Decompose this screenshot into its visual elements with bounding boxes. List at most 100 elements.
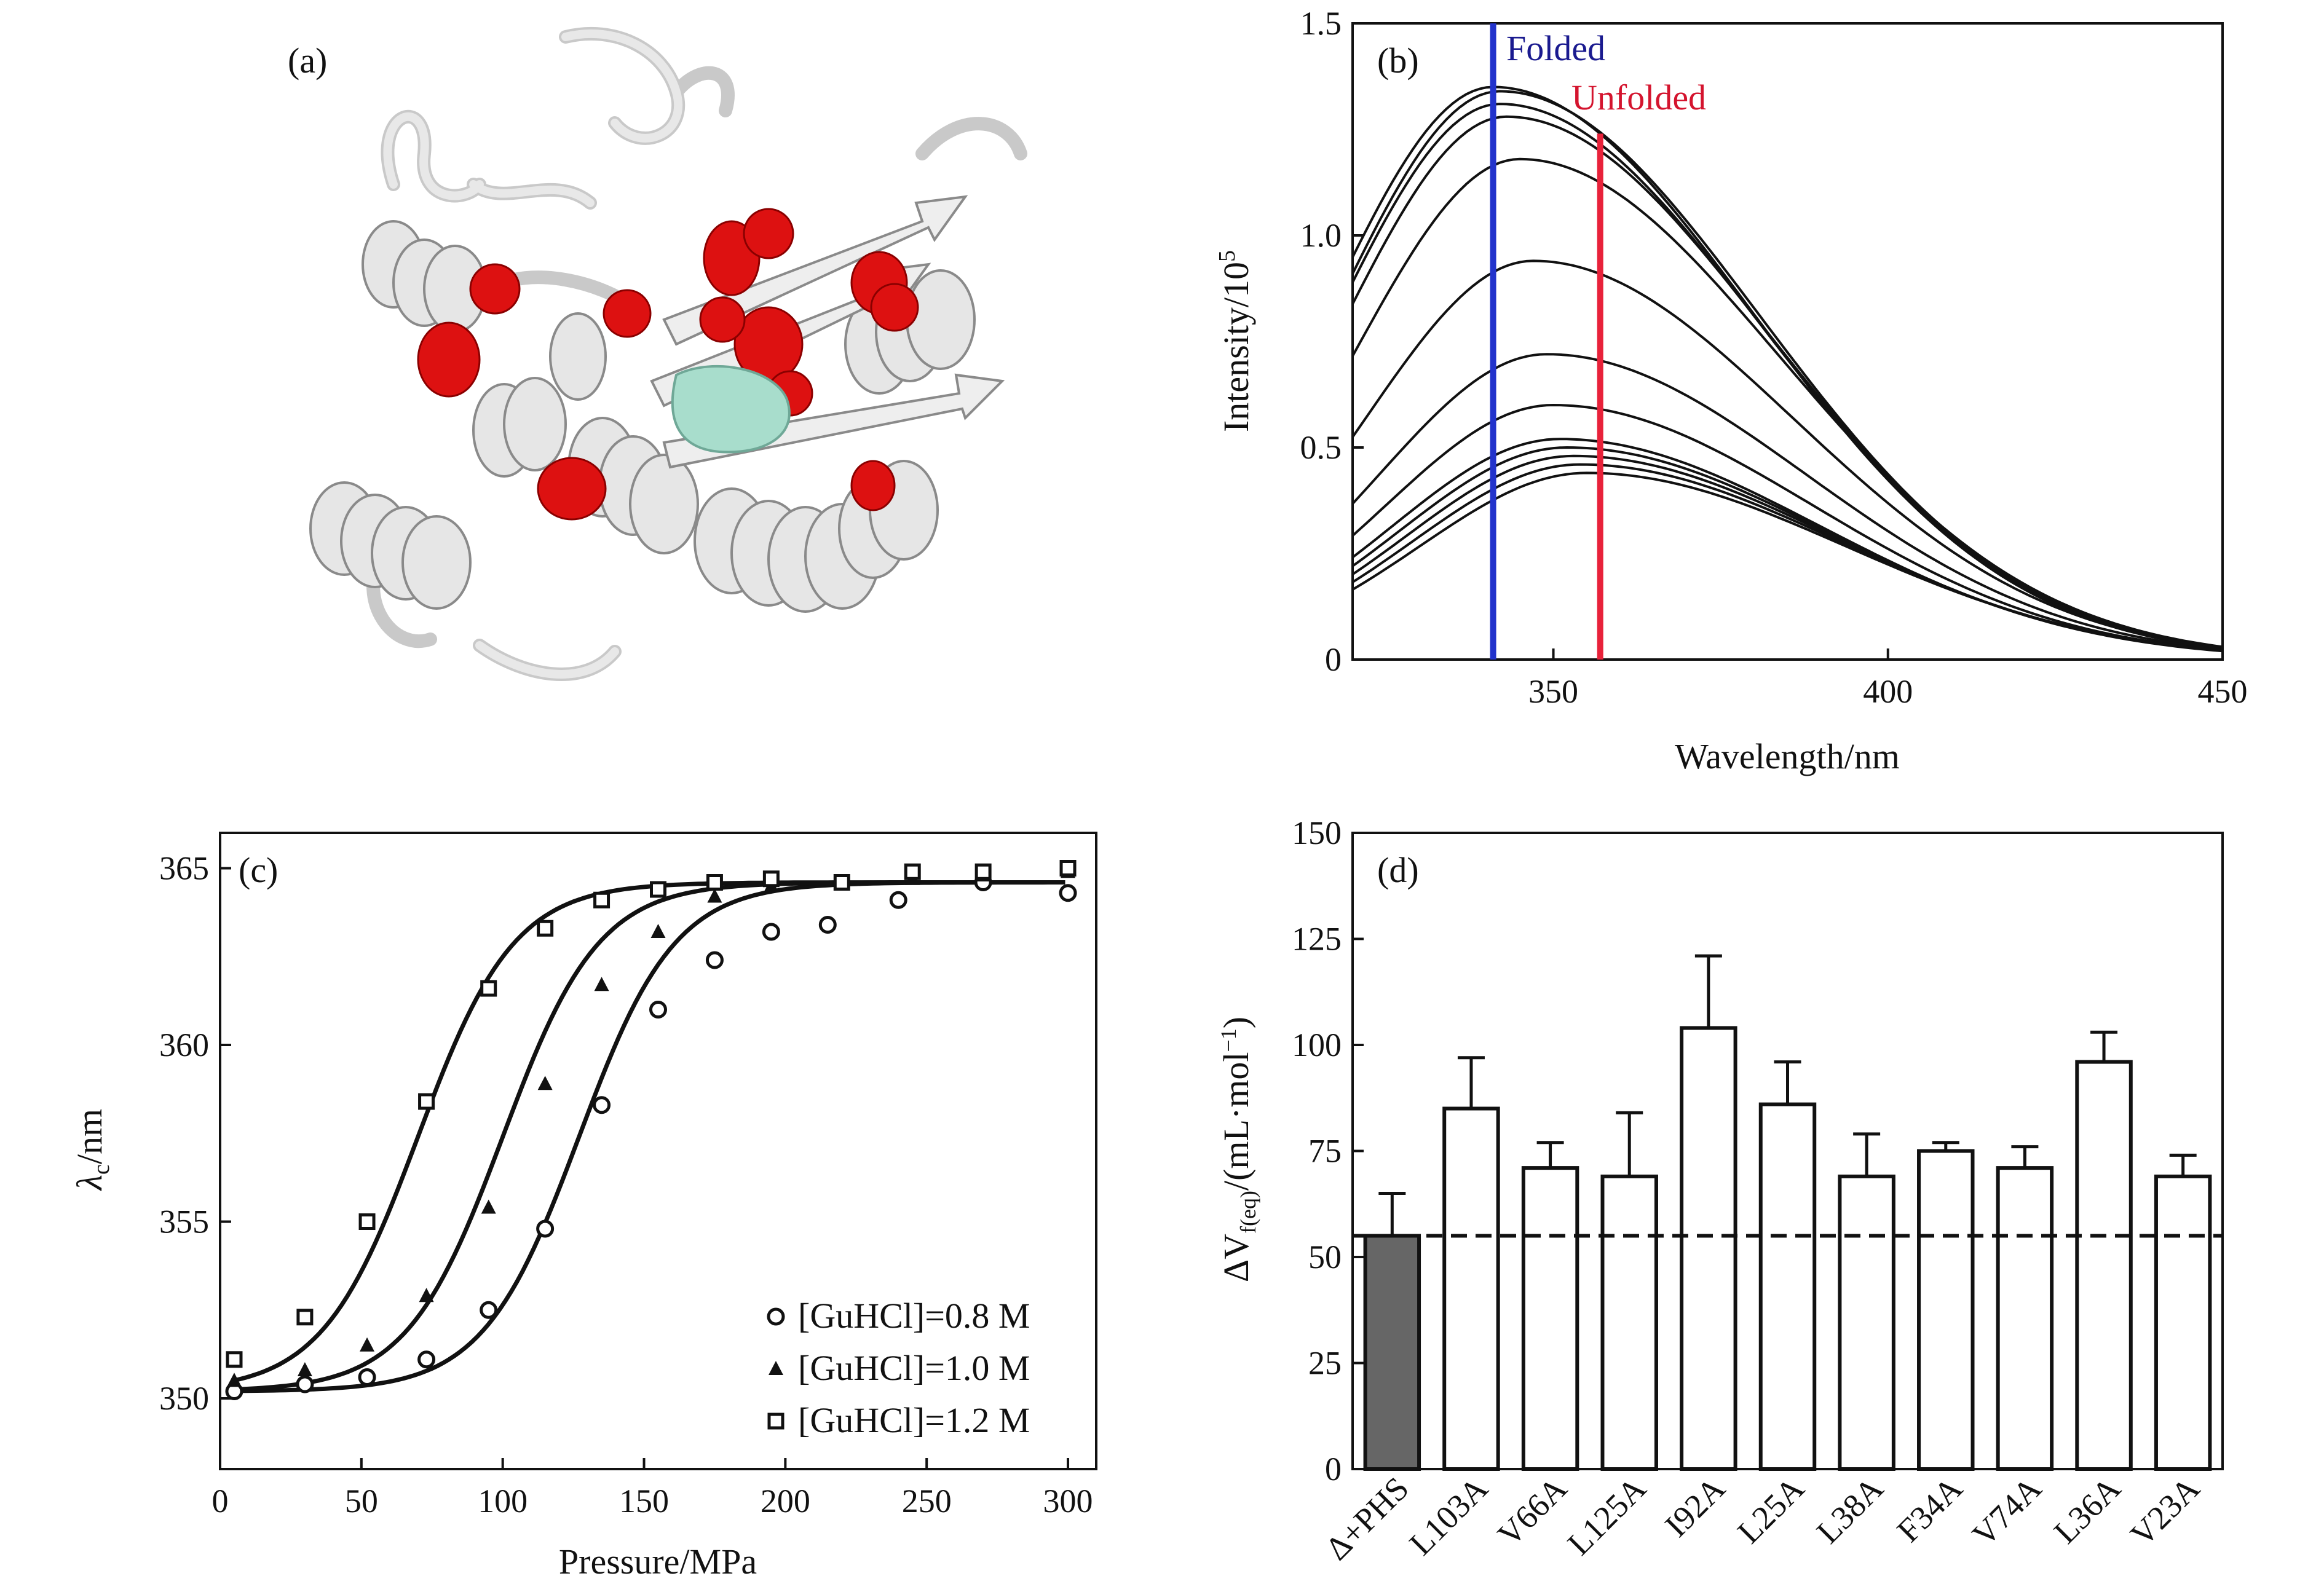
ytick-label-1: 355	[159, 1204, 209, 1240]
legend-marker-square-icon	[767, 1413, 785, 1430]
bar-2	[1521, 1166, 1579, 1471]
point-circle-2	[358, 1368, 376, 1386]
bar-6	[1838, 1174, 1895, 1472]
point-triangle-3	[419, 1288, 434, 1302]
ytick-label-1: 0.5	[1300, 429, 1342, 466]
point-square-3	[418, 1093, 435, 1110]
panel-c-ylabel: λc/nm	[69, 1109, 114, 1191]
legend-marker-circle-icon	[767, 1307, 785, 1326]
point-square-11	[904, 863, 921, 880]
xtick-label-0: 0	[212, 1483, 229, 1519]
fit-curves	[234, 880, 1065, 1393]
spectrum-line-5	[1351, 259, 2223, 649]
bar-4	[1680, 1026, 1737, 1471]
ligand-surface	[671, 365, 791, 454]
panel-b-label: (b)	[1377, 41, 1419, 81]
point-circle-4	[480, 1301, 498, 1319]
xtick-label-10: V23A	[2123, 1470, 2207, 1553]
ytick-label-2: 360	[159, 1027, 209, 1063]
spectrum-line-12	[1351, 471, 2223, 652]
protein-ribbon-structure-icon	[309, 26, 1027, 681]
point-square-7	[650, 881, 666, 898]
point-circle-13	[1059, 884, 1077, 902]
spectra-curves	[1351, 85, 2223, 653]
xtick-label-9: L36A	[2047, 1470, 2128, 1551]
ytick-label-0: 0	[1325, 1451, 1342, 1488]
point-square-9	[762, 870, 780, 888]
point-square-13	[1059, 860, 1077, 877]
legend-marker-triangle-icon	[769, 1361, 783, 1375]
ytick-label-2: 1.0	[1300, 217, 1342, 254]
xtick-label-1: 400	[1863, 673, 1913, 710]
point-circle-8	[705, 951, 724, 969]
xtick-label-4: 200	[761, 1483, 810, 1519]
ytick-label-3: 75	[1308, 1133, 1342, 1170]
xtick-label-7: F34A	[1890, 1470, 1969, 1549]
ytick-label-1: 25	[1308, 1345, 1342, 1382]
point-square-4	[480, 980, 497, 997]
point-circle-6	[593, 1096, 611, 1114]
point-triangle-6	[594, 977, 609, 991]
ytick-label-2: 50	[1308, 1239, 1342, 1275]
point-circle-3	[417, 1350, 436, 1369]
bar-0	[1363, 1234, 1421, 1471]
point-square-0	[226, 1351, 243, 1368]
point-square-1	[296, 1309, 314, 1326]
legend-entry-2: [GuHCl]=1.2 M	[798, 1400, 1030, 1440]
legend-entry-1: [GuHCl]=1.0 M	[798, 1348, 1030, 1388]
point-circle-11	[889, 891, 907, 909]
xtick-label-1: L103A	[1402, 1470, 1495, 1562]
bars	[1363, 954, 2212, 1472]
spectrum-line-1	[1351, 90, 2223, 649]
panel-b-frame	[1351, 22, 2224, 661]
xtick-label-4: I92A	[1658, 1470, 1732, 1544]
panel-b-ylabel: Intensity/105	[1214, 250, 1256, 432]
spectrum-line-7	[1351, 403, 2223, 652]
ytick-label-0: 0	[1325, 641, 1342, 678]
xtick-label-6: L38A	[1809, 1470, 1891, 1551]
bar-9	[2075, 1060, 2133, 1471]
panel-d-ylabel: ΔVf(eq)/(mL·mol−1)	[1216, 1017, 1260, 1282]
panel-c-ticks: 0 50 100 150 200 250 300 350 355 360 365	[159, 850, 1093, 1520]
point-circle-5	[536, 1220, 555, 1238]
ytick-label-3: 365	[159, 850, 209, 887]
ytick-label-6: 150	[1292, 814, 1342, 851]
ytick-label-0: 350	[159, 1380, 209, 1417]
xtick-label-5: L25A	[1730, 1470, 1811, 1551]
panel-a-label: (a)	[288, 41, 327, 81]
fit-curve-2	[234, 880, 1065, 1383]
point-square-12	[974, 863, 992, 880]
spectrum-line-4	[1351, 157, 2223, 648]
xtick-label-2: 100	[478, 1483, 528, 1519]
bar-8	[1996, 1166, 2054, 1471]
point-triangle-2	[360, 1337, 375, 1352]
bar-5	[1758, 1102, 1817, 1471]
xtick-label-6: 300	[1043, 1483, 1093, 1519]
ytick-label-5: 125	[1292, 921, 1342, 958]
point-triangle-0	[226, 1373, 242, 1387]
spectrum-line-11	[1351, 463, 2223, 652]
legend-markers	[767, 1307, 785, 1430]
xtick-label-2: V66A	[1490, 1470, 1574, 1553]
point-square-10	[833, 874, 850, 891]
point-circle-10	[818, 916, 837, 934]
panel-c-label: (c)	[239, 850, 278, 890]
bar-1	[1442, 1106, 1500, 1471]
point-circle-7	[649, 1001, 667, 1019]
reference-lines	[1490, 23, 1603, 660]
panel-c-pressure-chart: 0 50 100 150 200 250 300 350 355 360 365 (c) [GuHC…	[69, 832, 1097, 1582]
bar-7	[1917, 1149, 1975, 1471]
panel-c-legend: [GuHCl]=0.8 M [GuHCl]=1.0 M [GuHCl]=1.2 …	[767, 1296, 1030, 1440]
bar-10	[2154, 1174, 2212, 1472]
spectrum-line-6	[1351, 353, 2223, 651]
legend-entry-0: [GuHCl]=0.8 M	[798, 1296, 1030, 1336]
data-points	[225, 860, 1077, 1400]
xtick-label-5: 250	[902, 1483, 952, 1519]
point-triangle-7	[650, 924, 666, 938]
point-square-6	[593, 891, 611, 908]
point-square-5	[537, 920, 554, 937]
